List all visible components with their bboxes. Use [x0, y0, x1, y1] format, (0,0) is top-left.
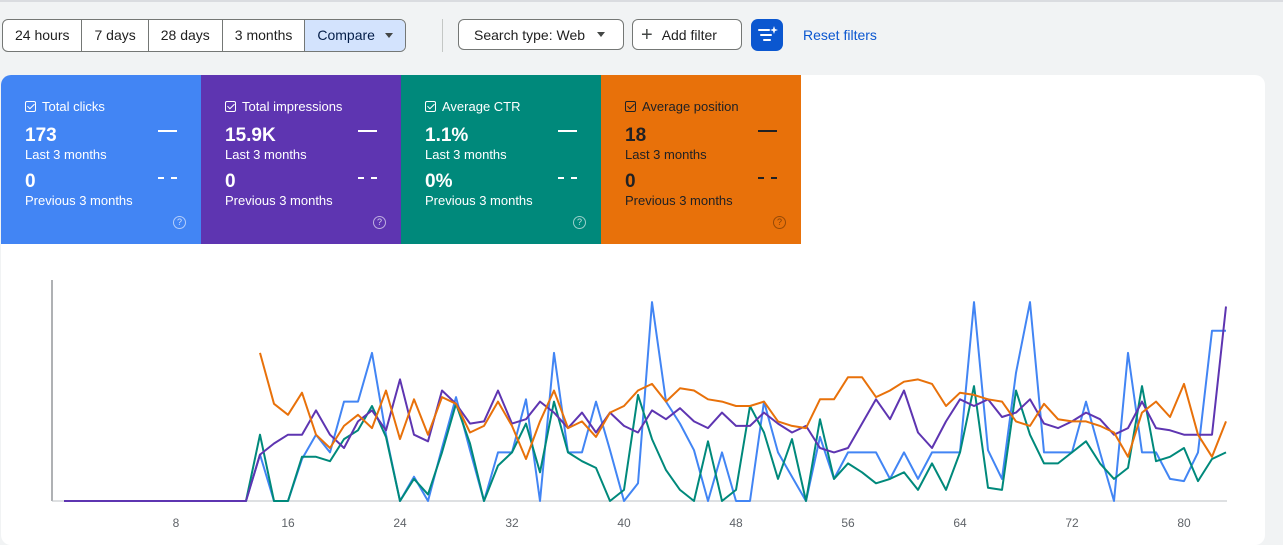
range-7-days[interactable]: 7 days	[82, 20, 149, 51]
help-icon[interactable]: ?	[573, 216, 586, 229]
metric-value: 173	[25, 125, 57, 146]
chart-series	[64, 301, 1227, 502]
metric-card-position[interactable]: Average position 18 Last 3 months 0 Prev…	[601, 75, 801, 244]
dropdown-arrow-icon	[384, 33, 393, 38]
series-line-4	[259, 352, 1227, 460]
metric-header: Total clicks	[25, 99, 105, 114]
metric-period: Last 3 months	[625, 147, 707, 162]
metric-previous-value: 0	[625, 171, 636, 192]
solid-line-legend-icon	[758, 130, 777, 132]
checkbox-checked-icon[interactable]	[225, 101, 236, 112]
help-icon[interactable]: ?	[373, 216, 386, 229]
performance-chart: 8 16 24 32 40 48 56 64 72 80	[51, 280, 1227, 530]
x-tick-label: 8	[173, 516, 180, 530]
metric-period: Last 3 months	[425, 147, 507, 162]
metric-label: Average position	[642, 99, 739, 114]
metric-previous-period: Previous 3 months	[625, 193, 733, 208]
dashed-line-legend-icon	[158, 177, 177, 179]
metric-card-clicks[interactable]: Total clicks 173 Last 3 months 0 Previou…	[1, 75, 201, 244]
range-3-months[interactable]: 3 months	[223, 20, 306, 51]
chart-axes	[51, 280, 1227, 502]
help-icon[interactable]: ?	[173, 216, 186, 229]
metric-previous-period: Previous 3 months	[25, 193, 133, 208]
series-line-3	[64, 306, 1227, 502]
metric-label: Total clicks	[42, 99, 105, 114]
range-28-days[interactable]: 28 days	[149, 20, 223, 51]
solid-line-legend-icon	[358, 130, 377, 132]
x-tick-label: 72	[1065, 516, 1079, 530]
search-type-label: Search type: Web	[474, 26, 586, 43]
range-24-hours[interactable]: 24 hours	[3, 20, 83, 51]
x-tick-label: 24	[393, 516, 407, 530]
metric-previous-value: 0	[25, 171, 36, 192]
search-type-dropdown[interactable]: Search type: Web	[458, 19, 624, 50]
filter-options-button[interactable]	[751, 19, 783, 51]
add-filter-button[interactable]: + Add filter	[632, 19, 742, 50]
dropdown-arrow-icon	[597, 32, 606, 37]
metric-previous-value: 0%	[425, 171, 453, 192]
metric-previous-period: Previous 3 months	[225, 193, 333, 208]
solid-line-legend-icon	[158, 130, 177, 132]
metric-label: Average CTR	[442, 99, 521, 114]
metric-header: Total impressions	[225, 99, 342, 114]
checkbox-checked-icon[interactable]	[425, 101, 436, 112]
x-tick-label: 40	[617, 516, 631, 530]
solid-line-legend-icon	[558, 130, 577, 132]
chart-x-ticks: 8 16 24 32 40 48 56 64 72 80	[173, 516, 1191, 530]
plus-icon: +	[641, 23, 653, 46]
metric-value: 1.1%	[425, 125, 469, 146]
reset-filters-link[interactable]: Reset filters	[803, 27, 877, 43]
series-line-1	[64, 301, 1226, 502]
add-filter-label: Add filter	[661, 26, 717, 43]
x-tick-label: 48	[729, 516, 743, 530]
dashed-line-legend-icon	[558, 177, 577, 179]
metric-header: Average position	[625, 99, 739, 114]
checkbox-checked-icon[interactable]	[625, 101, 636, 112]
x-tick-label: 16	[281, 516, 295, 530]
top-divider	[0, 0, 1283, 2]
x-tick-label: 32	[505, 516, 519, 530]
x-tick-label: 64	[953, 516, 967, 530]
metric-label: Total impressions	[242, 99, 343, 114]
help-icon[interactable]: ?	[773, 216, 786, 229]
metric-header: Average CTR	[425, 99, 521, 114]
metric-previous-period: Previous 3 months	[425, 193, 533, 208]
toolbar-divider	[442, 19, 443, 52]
dashed-line-legend-icon	[758, 177, 777, 179]
filter-sparkle-icon	[758, 26, 778, 41]
compare-dropdown[interactable]: Compare	[305, 20, 405, 51]
metric-value: 15.9K	[225, 125, 276, 146]
performance-panel: Total clicks 173 Last 3 months 0 Previou…	[1, 75, 1265, 545]
metric-card-impressions[interactable]: Total impressions 15.9K Last 3 months 0 …	[201, 75, 401, 244]
metric-value: 18	[625, 125, 647, 146]
dashed-line-legend-icon	[358, 177, 377, 179]
metric-card-ctr[interactable]: Average CTR 1.1% Last 3 months 0% Previo…	[401, 75, 601, 244]
metric-period: Last 3 months	[25, 147, 107, 162]
metric-previous-value: 0	[225, 171, 236, 192]
x-tick-label: 56	[841, 516, 855, 530]
x-tick-label: 80	[1177, 516, 1191, 530]
metric-period: Last 3 months	[225, 147, 307, 162]
series-line-2	[64, 385, 1227, 502]
compare-label: Compare	[317, 27, 375, 43]
checkbox-checked-icon[interactable]	[25, 101, 36, 112]
date-range-selector: 24 hours 7 days 28 days 3 months Compare	[2, 19, 406, 52]
